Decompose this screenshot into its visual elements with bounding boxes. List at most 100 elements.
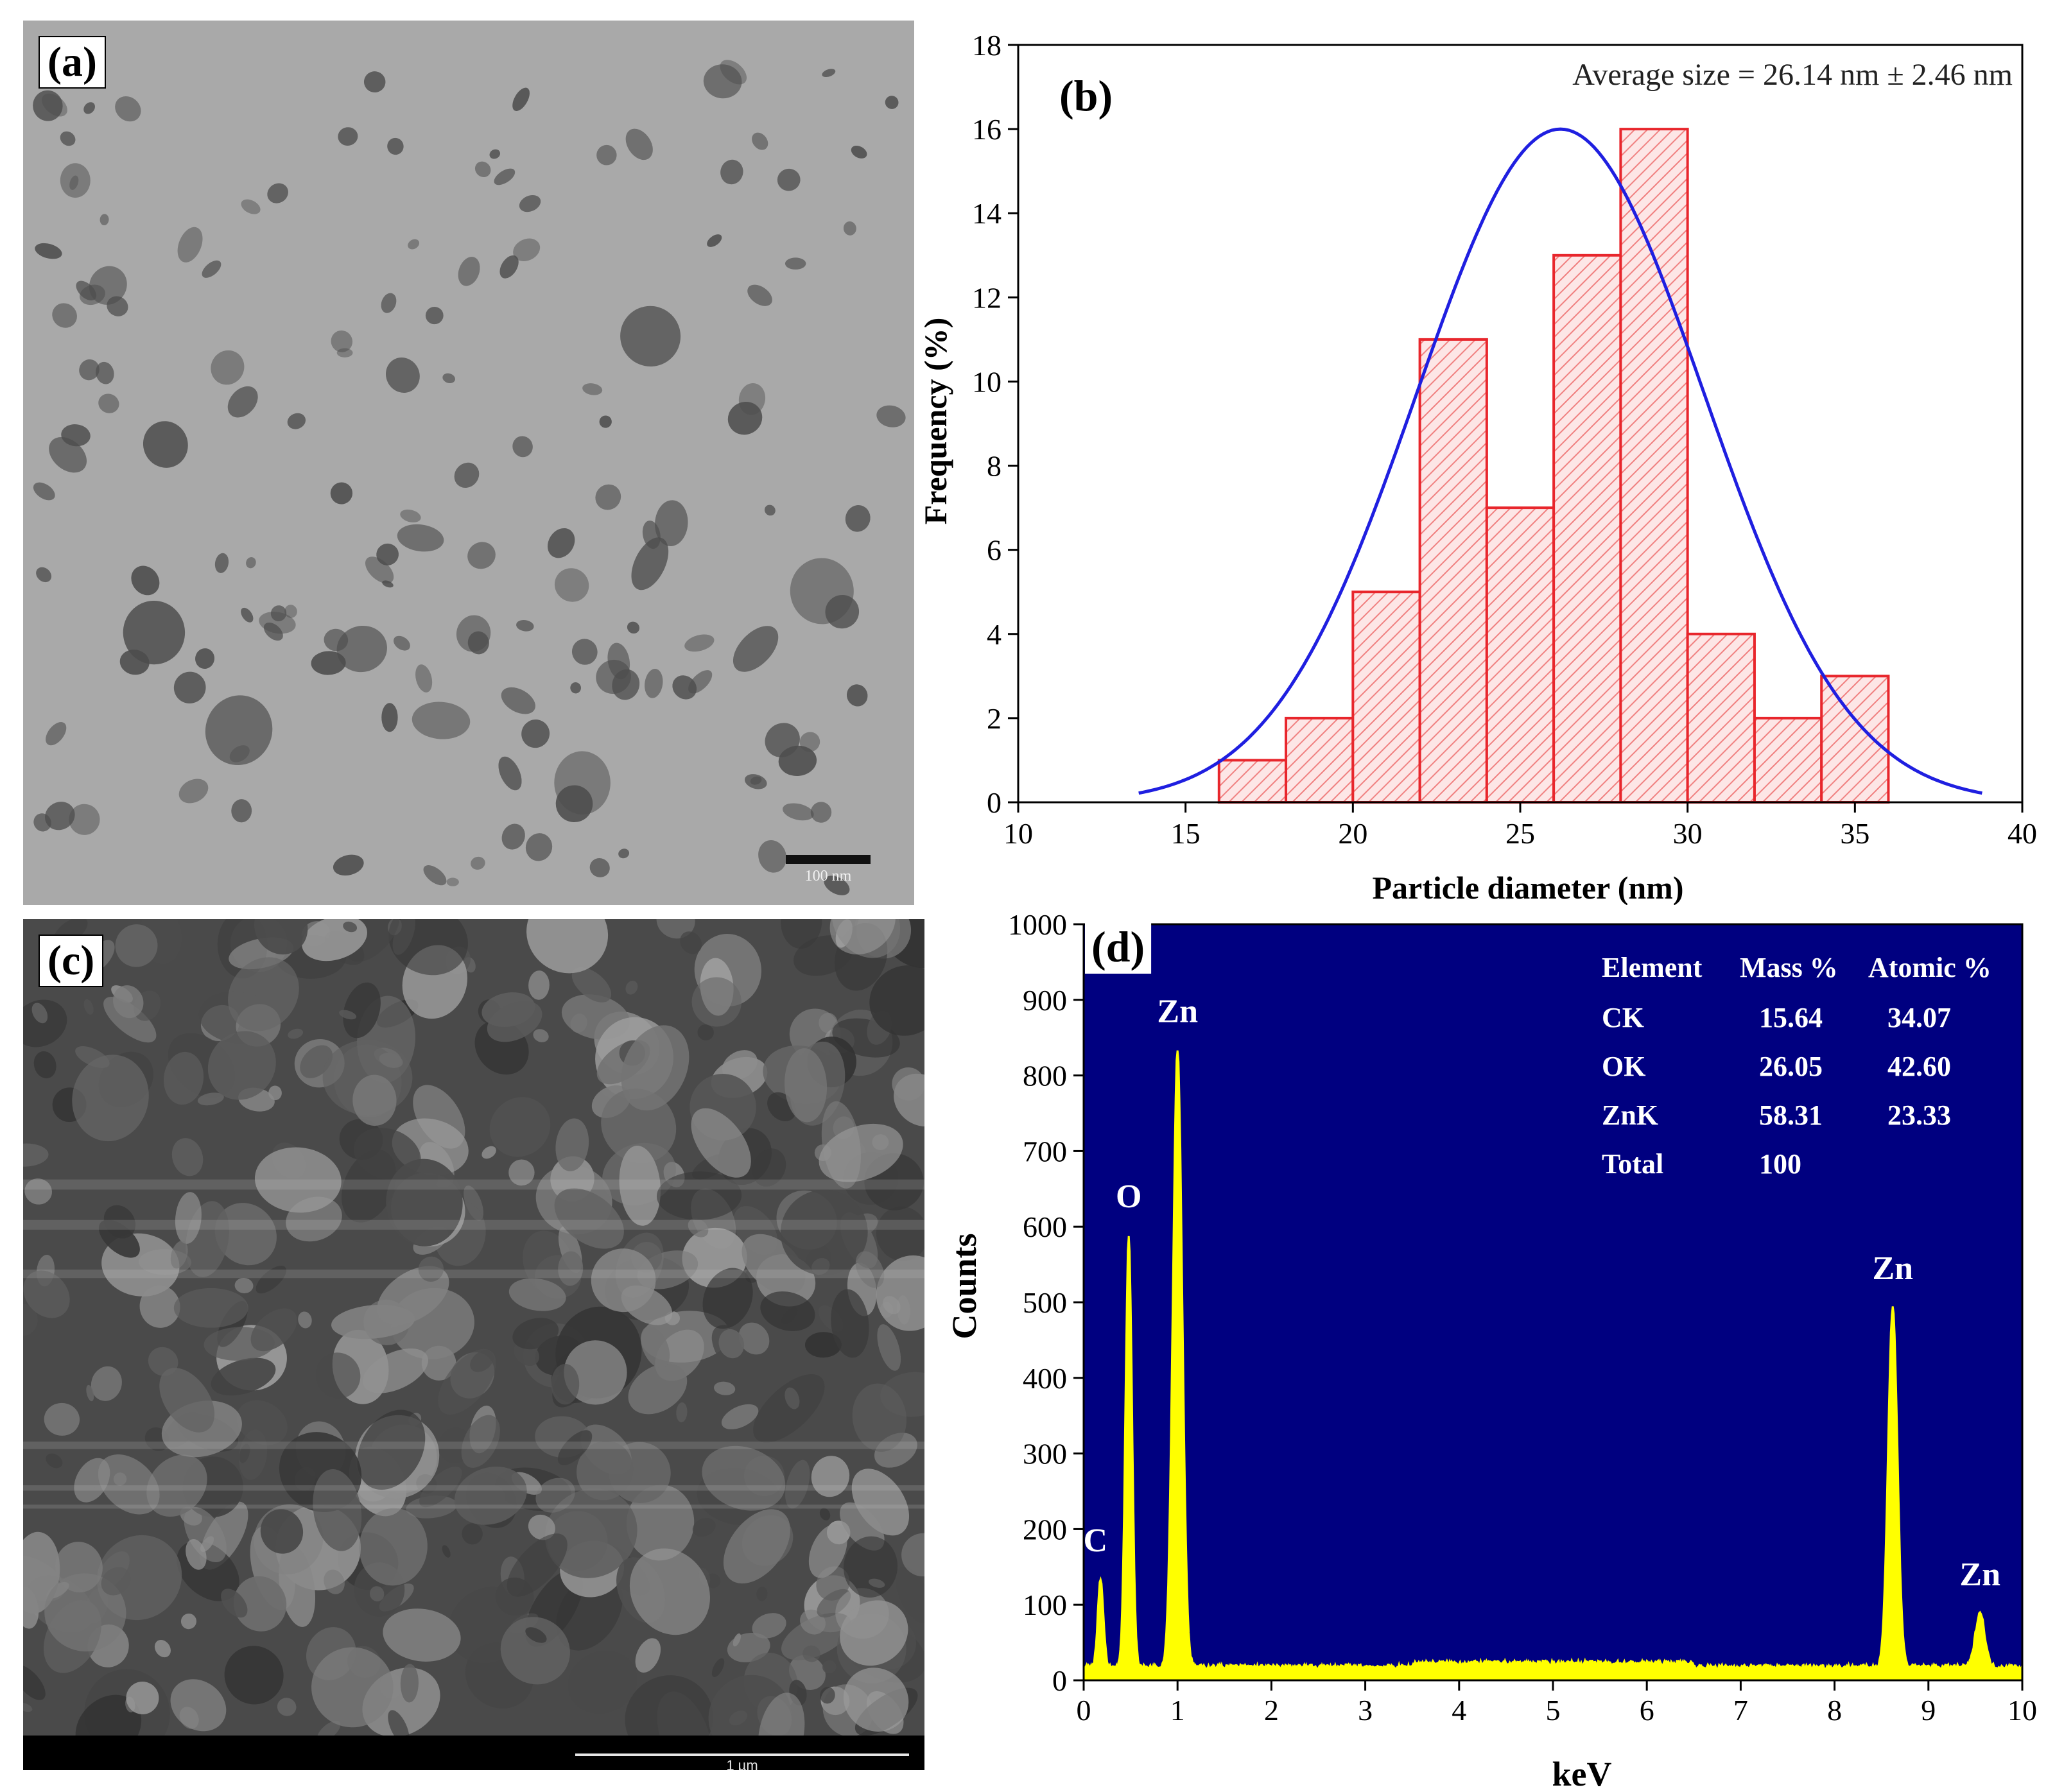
table-header: Atomic % [1868, 952, 1991, 983]
surface-grain [23, 1304, 38, 1336]
surface-grain [753, 1374, 825, 1443]
nanoparticle [765, 723, 800, 757]
nanoparticle [555, 785, 593, 823]
surface-grain [568, 1650, 637, 1714]
surface-grain [692, 1518, 716, 1537]
y-tick-label: 600 [1023, 1210, 1067, 1243]
surface-grain [641, 1326, 670, 1368]
surface-grain [852, 1383, 907, 1452]
surface-grain [680, 931, 702, 954]
nanoparticle [381, 293, 397, 313]
nanoparticle [211, 350, 245, 385]
nanoparticle [46, 721, 67, 746]
nanoparticle [123, 600, 186, 665]
surface-grain [571, 967, 612, 1003]
surface-grain [315, 1352, 361, 1399]
nanoparticle [425, 307, 444, 325]
nanoparticle [311, 651, 346, 675]
surface-grain [551, 1364, 580, 1405]
surface-grain [554, 1188, 624, 1249]
nanoparticle [363, 71, 386, 93]
peak-label: O [1116, 1178, 1141, 1215]
nanoparticle [100, 214, 109, 226]
surface-grain [711, 1658, 725, 1678]
nanoparticle [408, 239, 420, 250]
nanoparticle [519, 194, 541, 212]
gaussian-fit-curve [1138, 127, 1982, 795]
nanoparticle [785, 257, 806, 270]
surface-grain [236, 1400, 288, 1445]
nanoparticle [333, 854, 364, 876]
surface-grain [180, 1613, 196, 1630]
x-tick-label: 1 [1170, 1694, 1185, 1727]
nanoparticle [747, 284, 772, 306]
scan-streak [23, 1504, 924, 1509]
tem-micrograph-panel: (a) 100 nm [23, 21, 914, 905]
scale-bar-label: 100 nm [804, 868, 852, 884]
nanoparticle [494, 168, 516, 185]
nanoparticle [267, 183, 288, 203]
surface-grain [625, 980, 638, 995]
nanoparticle [738, 383, 766, 415]
surface-grain [855, 1251, 885, 1288]
surface-grain [369, 1586, 385, 1602]
surface-grain [228, 957, 299, 1031]
nanoparticle [107, 296, 128, 316]
x-tick-label: 25 [1505, 817, 1535, 850]
x-axis-label: Particle diameter (nm) [1373, 870, 1684, 905]
nanoparticle [758, 840, 787, 873]
surface-grain [362, 1348, 429, 1393]
panel-label-a: (a) [39, 36, 106, 89]
surface-grain [781, 919, 822, 949]
surface-grain [170, 1679, 227, 1732]
surface-grain [876, 1206, 924, 1261]
panel-label-box [1085, 920, 1152, 974]
nanoparticle [33, 482, 55, 501]
table-cell: 26.05 [1759, 1051, 1823, 1082]
nanoparticle [547, 528, 575, 558]
surface-grain [163, 1051, 204, 1105]
nanoparticle [263, 622, 283, 641]
surface-grain [564, 1340, 627, 1405]
x-tick-label: 0 [1077, 1694, 1091, 1727]
histogram-bar [1619, 128, 1689, 804]
nanoparticle [446, 877, 459, 886]
histogram-bar [1217, 759, 1288, 804]
nanoparticle [33, 90, 63, 121]
y-tick-label: 12 [972, 281, 1002, 314]
surface-grain [33, 1051, 56, 1079]
nanoparticle [727, 401, 763, 435]
surface-grain [204, 1327, 275, 1361]
x-tick-label: 9 [1921, 1694, 1936, 1727]
surface-grain [512, 1318, 559, 1350]
nanoparticle [214, 553, 229, 573]
x-tick-label: 10 [1003, 817, 1033, 850]
peak-label: Zn [1157, 993, 1198, 1030]
nanoparticle [703, 64, 742, 99]
panel-label-b: (b) [1059, 71, 1113, 120]
surface-grain [533, 1029, 549, 1042]
eds-spectrum-chart: C O Zn Zn Zn Element Mass % Atomic % CK 15.64 34.… [945, 908, 2037, 1792]
surface-grain [224, 1646, 284, 1705]
nanoparticle [599, 415, 612, 428]
nanoparticle [489, 149, 501, 159]
surface-grain [24, 1178, 52, 1205]
y-tick-label: 300 [1023, 1438, 1067, 1470]
surface-grain [835, 1588, 889, 1639]
surface-grain [23, 999, 67, 1047]
surface-grain [171, 1138, 204, 1176]
surface-grain [234, 1277, 254, 1293]
nanoparticle [498, 756, 522, 791]
x-tick-label: 8 [1827, 1694, 1842, 1727]
surface-grain [146, 1454, 207, 1517]
y-tick-label: 2 [987, 702, 1002, 735]
nanoparticle [270, 605, 287, 621]
nanoparticle [851, 145, 867, 159]
surface-grain [277, 1698, 297, 1716]
surface-grain [23, 1665, 46, 1700]
nanoparticle [707, 234, 722, 247]
surface-grain [23, 1702, 33, 1712]
nanoparticle [512, 87, 530, 111]
x-tick-label: 3 [1358, 1694, 1373, 1727]
nanoparticle [720, 159, 743, 185]
